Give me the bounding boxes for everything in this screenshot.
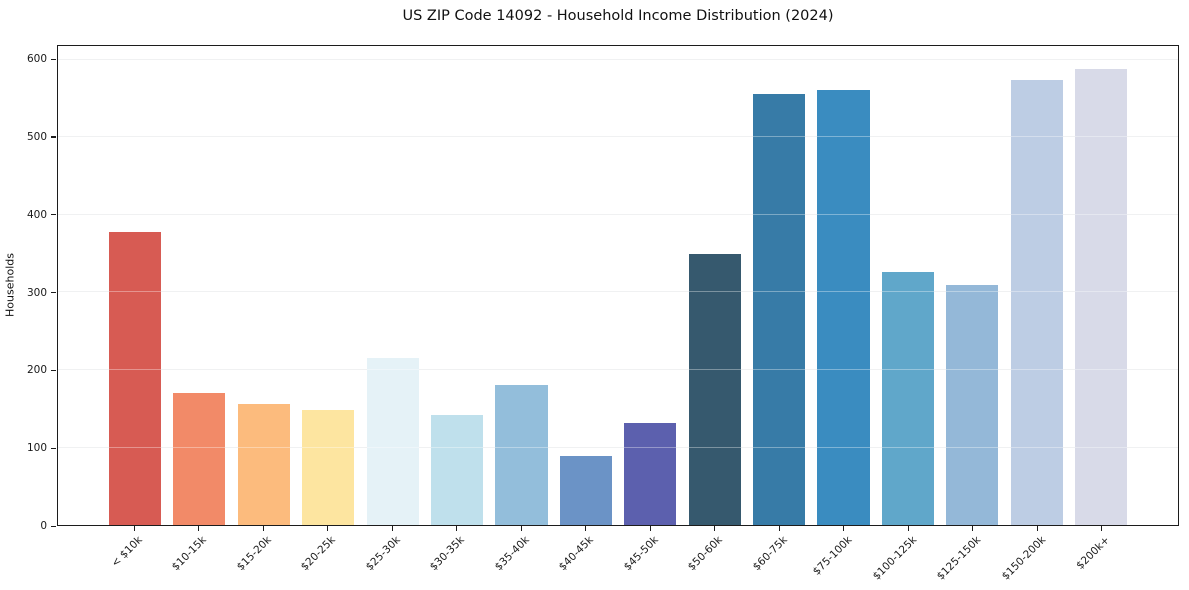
bar-$30-35k	[430, 414, 484, 525]
bar-$75-100k	[817, 90, 870, 525]
bar-slot-$20-25k	[296, 46, 360, 525]
x-tick-label-$150-200k: $150-200k	[999, 534, 1048, 583]
bar-$125-150k	[946, 284, 999, 525]
x-tick-label-$40-45k: $40-45k	[557, 534, 597, 574]
x-tick-label-$75-100k: $75-100k	[810, 534, 855, 578]
x-tick-label-$45-50k: $45-50k	[621, 534, 661, 574]
x-tick-mark-$125-150k	[972, 526, 974, 531]
x-tick-mark-< $10k	[133, 526, 135, 531]
bar-$50-60k	[688, 253, 741, 525]
bar-slot-$35-40k	[489, 46, 553, 525]
bar-slot-$200k+	[1069, 46, 1133, 525]
y-tick-mark-100	[51, 447, 56, 449]
bar-slot-$75-100k	[811, 46, 875, 525]
x-tick-label-$50-60k: $50-60k	[686, 534, 726, 574]
bar-$200k+	[1075, 69, 1128, 525]
y-tick-label-400: 400	[26, 208, 47, 221]
bar-slot-$10-15k	[167, 46, 231, 525]
x-tick-mark-$20-25k	[327, 526, 329, 531]
bar-slot-< $10k	[103, 46, 167, 525]
x-tick-label-$60-75k: $60-75k	[750, 534, 790, 574]
x-tick-label-$30-35k: $30-35k	[428, 534, 468, 574]
x-tick-mark-$100-125k	[907, 526, 909, 531]
x-tick-label-$15-20k: $15-20k	[234, 534, 274, 574]
bar-$25-30k	[366, 357, 419, 525]
bar-$45-50k	[624, 423, 677, 525]
bar-$10-15k	[173, 393, 226, 525]
bar-slot-$40-45k	[554, 46, 618, 525]
bar-slot-$60-75k	[747, 46, 811, 525]
bar-slot-$15-20k	[232, 46, 296, 525]
y-tick-label-100: 100	[26, 442, 47, 455]
y-tick-mark-600	[51, 58, 56, 60]
bar-slot-$45-50k	[618, 46, 682, 525]
y-tick-mark-200	[51, 369, 56, 372]
x-tick-label-$200k+: $200k+	[1074, 534, 1113, 572]
x-tick-mark-$40-45k	[585, 526, 587, 531]
y-tick-label-0: 0	[40, 520, 47, 532]
x-tick-mark-$15-20k	[262, 526, 264, 531]
x-tick-mark-$35-40k	[520, 526, 522, 531]
y-axis-label: Households	[3, 253, 17, 317]
bar-$35-40k	[495, 384, 548, 525]
y-tick-label-300: 300	[26, 286, 47, 299]
bar-slot-$50-60k	[682, 46, 746, 525]
y-tick-label-200: 200	[26, 364, 47, 377]
x-tick-label-$10-15k: $10-15k	[170, 534, 210, 574]
y-tick-label-600: 600	[26, 53, 47, 65]
x-tick-label-$20-25k: $20-25k	[299, 534, 339, 574]
bars-row	[58, 46, 1178, 525]
bar-$100-125k	[881, 272, 934, 525]
chart-title: US ZIP Code 14092 - Household Income Dis…	[402, 8, 834, 24]
bar-$150-200k	[1010, 80, 1063, 525]
x-tick-label-$100-125k: $100-125k	[870, 534, 919, 583]
plot-area	[57, 45, 1179, 526]
bar-$40-45k	[559, 456, 612, 525]
x-tick-label-$35-40k: $35-40k	[492, 534, 532, 574]
x-tick-mark-$25-30k	[391, 526, 393, 531]
x-tick-mark-$75-100k	[843, 526, 845, 531]
x-tick-mark-$60-75k	[778, 526, 780, 531]
y-tick-mark-400	[51, 214, 56, 216]
bar-$20-25k	[302, 410, 355, 525]
x-tick-label-$25-30k: $25-30k	[363, 534, 403, 574]
x-tick-mark-$45-50k	[649, 526, 651, 531]
x-tick-mark-$200k+	[1101, 526, 1103, 531]
bar-slot-$30-35k	[425, 46, 489, 525]
y-tick-mark-500	[51, 136, 56, 138]
x-tick-mark-$150-200k	[1036, 526, 1038, 531]
bar-slot-$150-200k	[1004, 46, 1068, 525]
bar-$60-75k	[752, 94, 806, 525]
x-tick-label-$125-150k: $125-150k	[934, 534, 984, 583]
y-tick-mark-300	[51, 292, 56, 294]
bar-slot-$100-125k	[876, 46, 940, 525]
x-tick-mark-$30-35k	[456, 526, 458, 531]
x-tick-mark-$10-15k	[198, 526, 200, 531]
y-tick-label-500: 500	[26, 130, 47, 143]
y-tick-mark-0	[51, 525, 56, 527]
bar-slot-$125-150k	[940, 46, 1004, 525]
x-tick-label-< $10k: < $10k	[109, 534, 145, 570]
bar-$15-20k	[237, 404, 290, 525]
x-tick-mark-$50-60k	[714, 526, 716, 531]
bar-slot-$25-30k	[360, 46, 424, 525]
bar-< $10k	[108, 232, 162, 525]
